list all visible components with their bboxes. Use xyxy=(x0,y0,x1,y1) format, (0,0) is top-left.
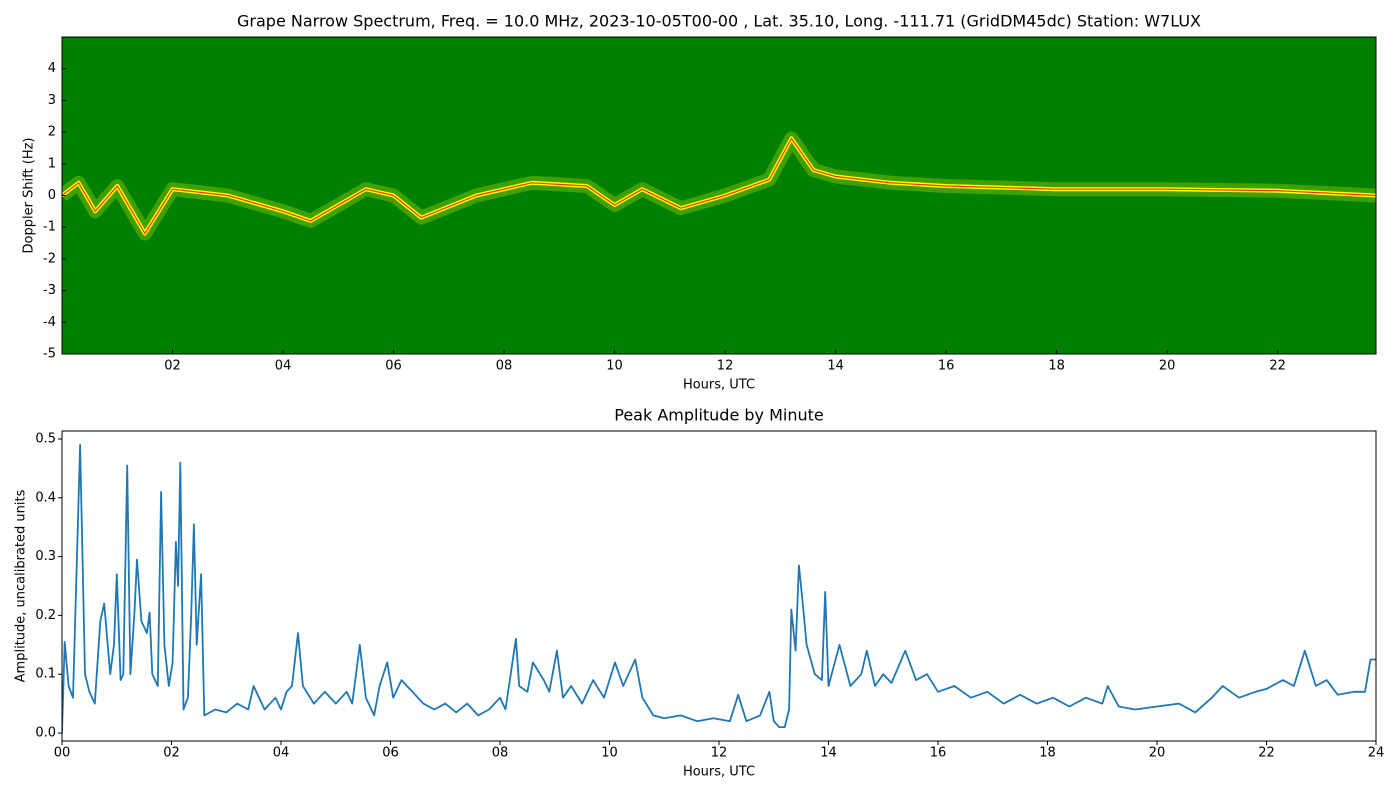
x-tick-label: 06 xyxy=(385,359,402,374)
x-tick-label: 20 xyxy=(1149,746,1166,761)
x-tick-label: 02 xyxy=(164,359,181,374)
x-tick-label: 04 xyxy=(273,746,290,761)
x-tick-label: 22 xyxy=(1258,746,1275,761)
axes-frame xyxy=(61,430,1377,742)
x-tick-label: 00 xyxy=(54,746,71,761)
y-tick-label: 0.3 xyxy=(35,549,56,564)
plot-area xyxy=(62,443,1376,734)
x-tick-label: 04 xyxy=(275,359,292,374)
y-tick-label: -2 xyxy=(43,251,56,266)
x-tick-label: 08 xyxy=(492,746,509,761)
y-tick-label: -3 xyxy=(43,283,56,298)
y-tick-label: -1 xyxy=(43,220,56,235)
y-tick-label: 4 xyxy=(48,61,56,76)
x-tick-label: 16 xyxy=(930,746,947,761)
x-tick-label: 16 xyxy=(938,359,955,374)
subplot-title: Grape Narrow Spectrum, Freq. = 10.0 MHz,… xyxy=(237,12,1201,31)
x-tick-label: 14 xyxy=(827,359,844,374)
x-tick-label: 12 xyxy=(717,359,734,374)
plot-area xyxy=(62,37,1376,354)
y-tick-label: -4 xyxy=(43,315,56,330)
y-axis-label: Amplitude, uncalibrated units xyxy=(14,489,29,682)
subplot: Peak Amplitude by Minute 00 02 04 06 08 10 12 14… xyxy=(14,406,1385,780)
x-tick-label: 02 xyxy=(163,746,180,761)
x-tick-label: 14 xyxy=(820,746,837,761)
x-tick-label: 12 xyxy=(711,746,728,761)
x-tick-label: 22 xyxy=(1269,359,1286,374)
x-tick-label: 24 xyxy=(1368,746,1385,761)
y-tick-label: 1 xyxy=(48,156,56,171)
x-tick-label: 18 xyxy=(1048,359,1065,374)
y-tick-label: 0.2 xyxy=(35,608,56,623)
y-tick-label: 2 xyxy=(48,125,56,140)
y-tick-label: 0.4 xyxy=(35,490,56,505)
y-tick-label: -5 xyxy=(43,347,56,362)
subplot-title: Peak Amplitude by Minute xyxy=(614,406,824,425)
y-axis-label: Doppler Shift (Hz) xyxy=(22,138,37,254)
x-tick-label: 08 xyxy=(496,359,513,374)
y-tick-label: 0 xyxy=(48,188,56,203)
y-tick-label: 0.0 xyxy=(35,726,56,741)
x-tick-label: 18 xyxy=(1039,746,1056,761)
y-tick-label: 3 xyxy=(48,93,56,108)
y-tick-label: 0.5 xyxy=(35,431,56,446)
x-axis-label: Hours, UTC xyxy=(683,765,755,780)
x-axis-label: Hours, UTC xyxy=(683,378,755,393)
x-tick-label: 06 xyxy=(382,746,399,761)
amplitude-line xyxy=(62,443,1376,734)
subplot: Grape Narrow Spectrum, Freq. = 10.0 MHz,… xyxy=(22,12,1377,393)
x-tick-label: 10 xyxy=(601,746,618,761)
x-tick-label: 20 xyxy=(1159,359,1176,374)
y-tick-label: 0.1 xyxy=(35,667,56,682)
x-tick-label: 10 xyxy=(606,359,623,374)
doppler-core xyxy=(62,137,1376,235)
